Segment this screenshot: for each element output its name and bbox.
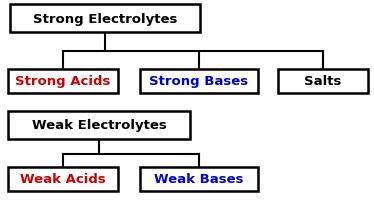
FancyBboxPatch shape [8,70,118,94]
FancyBboxPatch shape [140,167,258,191]
FancyBboxPatch shape [278,70,368,94]
Text: Weak Electrolytes: Weak Electrolytes [32,119,166,132]
Text: Weak Acids: Weak Acids [20,173,106,186]
FancyBboxPatch shape [8,111,190,139]
FancyBboxPatch shape [10,5,200,33]
FancyBboxPatch shape [8,167,118,191]
Text: Strong Bases: Strong Bases [150,75,249,88]
Text: Strong Acids: Strong Acids [15,75,111,88]
Text: Salts: Salts [304,75,342,88]
Text: Strong Electrolytes: Strong Electrolytes [33,12,177,25]
FancyBboxPatch shape [140,70,258,94]
Text: Weak Bases: Weak Bases [154,173,244,186]
